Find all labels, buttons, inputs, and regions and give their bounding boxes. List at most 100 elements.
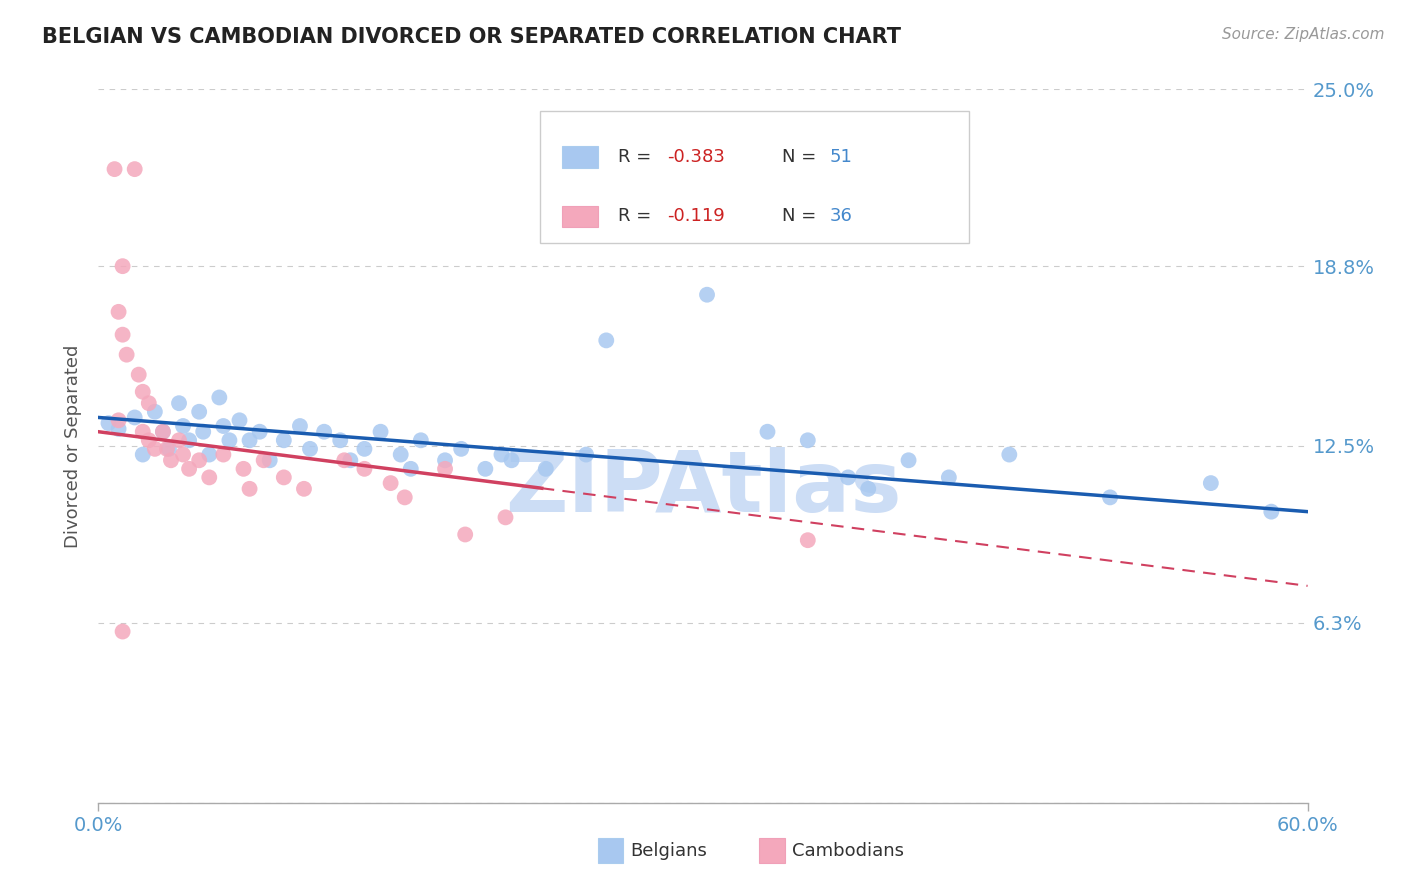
- Point: [212, 448, 235, 462]
- Point: [288, 419, 311, 434]
- Point: [501, 453, 523, 467]
- Point: [179, 434, 201, 448]
- Point: [103, 162, 125, 177]
- Text: Belgians: Belgians: [630, 842, 707, 860]
- Point: [107, 413, 129, 427]
- Point: [218, 434, 240, 448]
- Point: [188, 453, 211, 467]
- Point: [228, 413, 250, 427]
- Point: [97, 416, 120, 430]
- Point: [138, 396, 160, 410]
- Point: [353, 462, 375, 476]
- Point: [292, 482, 315, 496]
- Bar: [561, 205, 598, 227]
- Text: BELGIAN VS CAMBODIAN DIVORCED OR SEPARATED CORRELATION CHART: BELGIAN VS CAMBODIAN DIVORCED OR SEPARAT…: [42, 27, 901, 46]
- Point: [132, 425, 155, 439]
- Point: [188, 405, 211, 419]
- Bar: [561, 146, 598, 168]
- Point: [399, 462, 422, 476]
- Point: [858, 482, 880, 496]
- Point: [837, 470, 859, 484]
- Text: 51: 51: [830, 148, 853, 166]
- Point: [389, 448, 412, 462]
- Point: [212, 419, 235, 434]
- Point: [273, 434, 295, 448]
- Point: [259, 453, 281, 467]
- Point: [138, 434, 160, 448]
- Point: [329, 434, 352, 448]
- Point: [179, 462, 201, 476]
- Point: [111, 259, 134, 273]
- Point: [797, 533, 820, 548]
- Point: [107, 422, 129, 436]
- Point: [655, 134, 678, 148]
- Point: [998, 448, 1021, 462]
- FancyBboxPatch shape: [540, 111, 969, 243]
- Point: [132, 384, 155, 399]
- Text: Cambodians: Cambodians: [792, 842, 904, 860]
- Text: R =: R =: [619, 148, 658, 166]
- Point: [434, 453, 457, 467]
- Point: [380, 476, 402, 491]
- Point: [198, 448, 221, 462]
- Text: -0.119: -0.119: [666, 207, 724, 225]
- Text: ZIPAtlas: ZIPAtlas: [505, 447, 901, 531]
- Point: [107, 305, 129, 319]
- Text: R =: R =: [619, 207, 664, 225]
- Point: [353, 442, 375, 456]
- Point: [454, 527, 477, 541]
- Point: [394, 491, 416, 505]
- Point: [128, 368, 150, 382]
- Point: [239, 434, 262, 448]
- Point: [232, 462, 254, 476]
- Text: -0.383: -0.383: [666, 148, 724, 166]
- Point: [1199, 476, 1222, 491]
- Point: [1099, 491, 1122, 505]
- Point: [333, 453, 356, 467]
- Point: [132, 448, 155, 462]
- Point: [474, 462, 496, 476]
- Point: [595, 334, 617, 348]
- Point: [299, 442, 322, 456]
- Point: [124, 410, 146, 425]
- Point: [938, 470, 960, 484]
- Point: [897, 453, 920, 467]
- Point: [409, 434, 432, 448]
- Point: [208, 391, 231, 405]
- Text: N =: N =: [782, 148, 821, 166]
- Point: [143, 405, 166, 419]
- Point: [434, 462, 457, 476]
- Point: [1260, 505, 1282, 519]
- Point: [111, 327, 134, 342]
- Point: [339, 453, 361, 467]
- Point: [253, 453, 276, 467]
- Point: [495, 510, 517, 524]
- Point: [534, 462, 557, 476]
- Text: N =: N =: [782, 207, 821, 225]
- Point: [167, 434, 190, 448]
- Point: [172, 419, 194, 434]
- Point: [157, 442, 180, 456]
- Point: [797, 434, 820, 448]
- Point: [491, 448, 513, 462]
- Point: [370, 425, 392, 439]
- Point: [239, 482, 262, 496]
- Point: [314, 425, 336, 439]
- Text: 36: 36: [830, 207, 853, 225]
- Point: [143, 442, 166, 456]
- Point: [124, 162, 146, 177]
- Point: [696, 287, 718, 301]
- Point: [160, 453, 183, 467]
- Point: [198, 470, 221, 484]
- Point: [152, 425, 174, 439]
- Point: [249, 425, 271, 439]
- Point: [450, 442, 472, 456]
- Point: [172, 448, 194, 462]
- Point: [115, 348, 138, 362]
- Point: [152, 425, 174, 439]
- Y-axis label: Divorced or Separated: Divorced or Separated: [65, 344, 83, 548]
- Text: Source: ZipAtlas.com: Source: ZipAtlas.com: [1222, 27, 1385, 42]
- Point: [111, 624, 134, 639]
- Point: [193, 425, 215, 439]
- Point: [167, 396, 190, 410]
